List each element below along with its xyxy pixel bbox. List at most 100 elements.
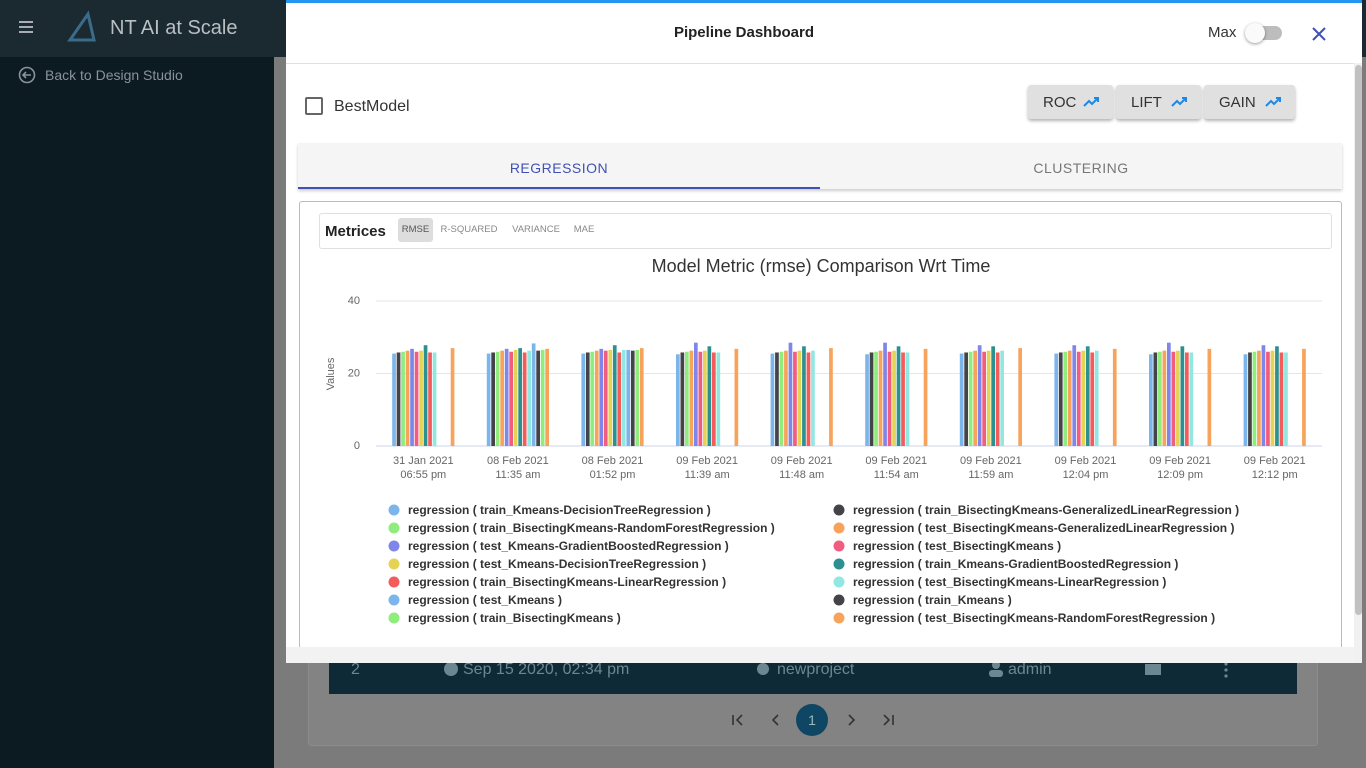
bar xyxy=(540,349,545,446)
button-label: LIFT xyxy=(1131,94,1162,111)
bar xyxy=(414,351,419,446)
legend-label[interactable]: regression ( test_BisectingKmeans ) xyxy=(853,539,1061,553)
legend-marker xyxy=(833,540,845,552)
checkbox[interactable] xyxy=(305,97,323,115)
x-tick-label: 01:52 pm xyxy=(590,469,636,481)
bar xyxy=(905,352,910,446)
tab-indicator xyxy=(298,187,820,189)
legend-marker xyxy=(388,540,400,552)
legend-label[interactable]: regression ( train_BisectingKmeans-Gener… xyxy=(853,503,1239,517)
legend-label[interactable]: regression ( test_BisectingKmeans-Genera… xyxy=(853,521,1234,535)
bar xyxy=(991,346,995,446)
legend-label[interactable]: regression ( test_BisectingKmeans-Random… xyxy=(853,611,1215,625)
x-tick-label: 11:59 am xyxy=(968,469,1013,481)
chart-button[interactable]: ROC xyxy=(1028,85,1113,119)
button-label: ROC xyxy=(1043,94,1077,111)
metric-tab[interactable]: R-SQUARED xyxy=(440,224,498,235)
bar xyxy=(428,352,432,446)
legend-label[interactable]: regression ( train_BisectingKmeans-Linea… xyxy=(408,575,726,589)
bar xyxy=(486,353,491,446)
bar xyxy=(698,351,703,446)
bar xyxy=(874,351,878,446)
close-button[interactable] xyxy=(1310,25,1328,43)
bar xyxy=(1076,351,1081,446)
sidebar-icons xyxy=(18,10,96,84)
metric-tab[interactable]: VARIANCE xyxy=(512,224,560,235)
bar xyxy=(1094,350,1099,446)
trend-icon xyxy=(1083,97,1099,107)
bar xyxy=(509,351,513,446)
logo xyxy=(67,10,96,42)
x-tick-label: 06:55 pm xyxy=(400,469,446,481)
bar xyxy=(982,351,986,446)
tab[interactable]: REGRESSION xyxy=(509,160,609,176)
bar xyxy=(639,348,644,446)
bar xyxy=(608,349,613,446)
bar xyxy=(545,348,549,446)
legend-label[interactable]: regression ( train_Kmeans ) xyxy=(853,593,1012,607)
legend-marker xyxy=(833,612,845,624)
y-tick-label: 0 xyxy=(354,440,360,452)
bar xyxy=(1171,351,1176,446)
bar xyxy=(500,350,504,446)
bar xyxy=(1000,350,1004,446)
bar xyxy=(495,351,500,446)
metric-tab[interactable]: MAE xyxy=(573,224,595,235)
tab[interactable]: CLUSTERING xyxy=(1033,160,1129,176)
sidebar xyxy=(0,0,274,768)
page-button[interactable] xyxy=(796,704,828,736)
bar xyxy=(396,352,401,446)
bar xyxy=(770,353,775,446)
legend-label[interactable]: regression ( test_Kmeans-GradientBoosted… xyxy=(408,539,729,553)
bar xyxy=(685,351,689,446)
metric-tab[interactable]: RMSE xyxy=(398,218,433,242)
bar xyxy=(716,352,721,446)
bar xyxy=(1162,350,1167,446)
bar xyxy=(788,342,793,446)
y-tick-label: 20 xyxy=(348,367,360,379)
bar xyxy=(617,352,622,446)
bar xyxy=(712,352,716,446)
chart-button[interactable]: GAIN xyxy=(1204,85,1295,119)
x-tick-label: 08 Feb 2021 xyxy=(487,455,549,467)
bar xyxy=(1176,350,1180,446)
legend-label[interactable]: regression ( test_BisectingKmeans-Linear… xyxy=(853,575,1166,589)
bar xyxy=(802,346,806,446)
row-user: admin xyxy=(1008,661,1052,678)
legend-label[interactable]: regression ( test_Kmeans ) xyxy=(408,593,562,607)
bar xyxy=(1085,346,1090,446)
bar xyxy=(1270,350,1275,446)
x-tick-label: 12:04 pm xyxy=(1063,469,1109,481)
toggle-knob[interactable] xyxy=(1245,23,1265,43)
modal-title: Pipeline Dashboard xyxy=(673,24,815,41)
legend-label[interactable]: regression ( train_Kmeans-DecisionTreeRe… xyxy=(408,503,711,517)
bar xyxy=(779,351,784,446)
legend-label[interactable]: regression ( train_BisectingKmeans-Rando… xyxy=(408,521,775,535)
bar xyxy=(1248,352,1252,446)
bar xyxy=(977,345,982,446)
legend-marker xyxy=(388,612,400,624)
bar xyxy=(1185,352,1189,446)
x-tick-label: 11:54 am xyxy=(874,469,919,481)
bar xyxy=(1243,354,1248,446)
bar xyxy=(784,350,788,446)
bar xyxy=(892,350,896,446)
bar xyxy=(527,350,531,446)
chart-title: Model Metric (rmse) Comparison Wrt Time xyxy=(652,256,991,276)
menu-icon[interactable] xyxy=(19,21,33,33)
checkbox-label: BestModel xyxy=(334,98,410,115)
scrollbar-thumb[interactable] xyxy=(1355,65,1362,615)
bar xyxy=(522,352,527,446)
bar xyxy=(986,350,991,446)
back-icon[interactable] xyxy=(18,66,36,84)
bar xyxy=(968,351,973,446)
legend-label[interactable]: regression ( train_Kmeans-GradientBooste… xyxy=(853,557,1178,571)
tab-bar xyxy=(298,143,1342,189)
back-link[interactable]: Back to Design Studio xyxy=(45,67,183,83)
bar xyxy=(1189,352,1194,446)
bar xyxy=(811,350,815,446)
legend-label[interactable]: regression ( test_Kmeans-DecisionTreeReg… xyxy=(408,557,706,571)
legend-label[interactable]: regression ( train_BisectingKmeans ) xyxy=(408,611,621,625)
chart-button[interactable]: LIFT xyxy=(1116,85,1201,119)
